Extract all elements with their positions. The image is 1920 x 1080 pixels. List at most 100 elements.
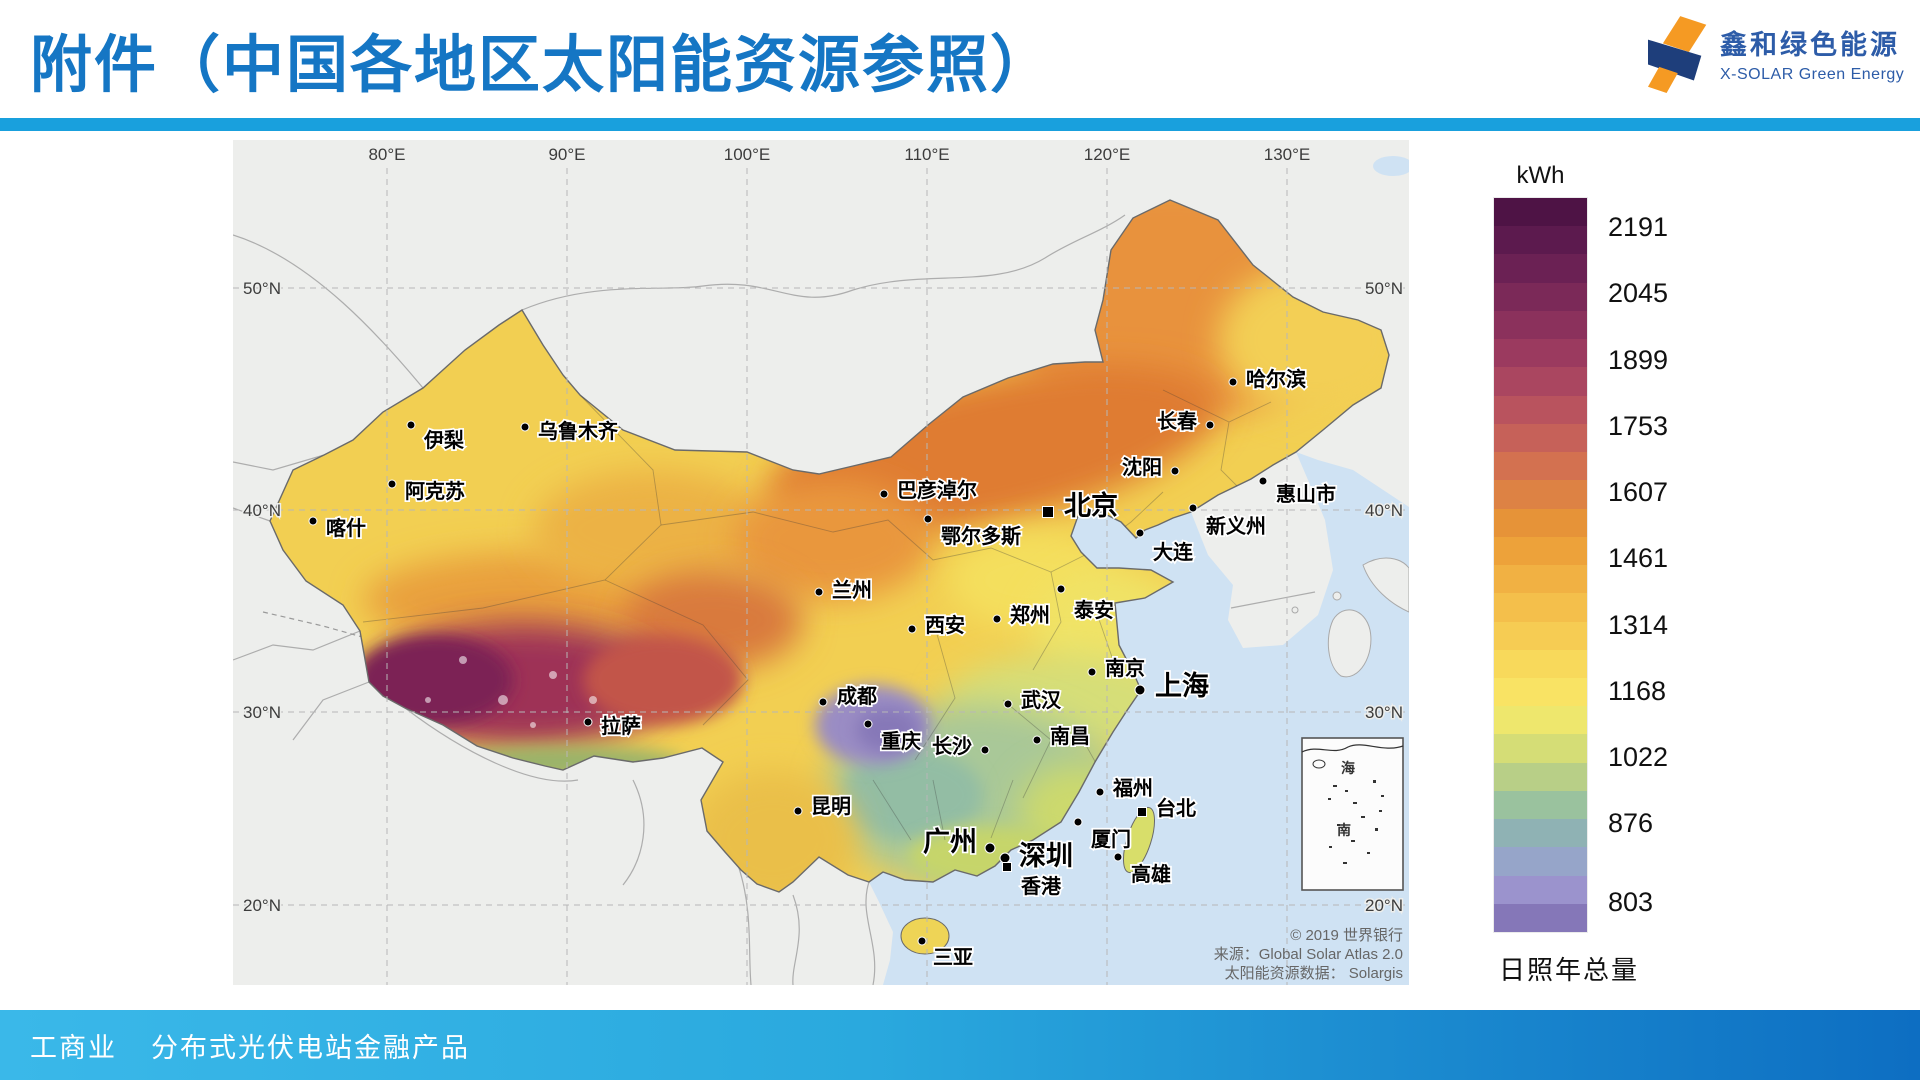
city-label-长春: 长春 bbox=[1157, 409, 1198, 433]
legend-band bbox=[1494, 875, 1587, 904]
city-label-广州: 广州 bbox=[923, 827, 977, 857]
legend-value-1461: 1461 bbox=[1608, 543, 1669, 573]
lat-label-left: 30°N bbox=[243, 703, 281, 722]
legend-color-scale bbox=[1494, 198, 1587, 933]
logo-name-cn: 鑫和绿色能源 bbox=[1720, 30, 1900, 61]
map-attribution-line: 太阳能资源数据： Solargis bbox=[1225, 965, 1403, 982]
legend-band bbox=[1494, 565, 1587, 594]
city-label-兰州: 兰州 bbox=[832, 578, 872, 602]
legend-band bbox=[1494, 734, 1587, 763]
city-label-台北: 台北 bbox=[1156, 796, 1196, 820]
city-marker-鄂尔多斯 bbox=[923, 514, 933, 524]
city-label-高雄: 高雄 bbox=[1131, 862, 1171, 886]
legend-band bbox=[1494, 367, 1587, 396]
legend-value-2191: 2191 bbox=[1608, 212, 1669, 242]
legend-band bbox=[1494, 310, 1587, 340]
south-china-sea-inset: 海南 bbox=[1301, 737, 1404, 891]
city-label-武汉: 武汉 bbox=[1021, 689, 1062, 712]
title-divider bbox=[0, 118, 1920, 131]
legend-band bbox=[1494, 819, 1587, 848]
city-marker-哈尔滨 bbox=[1228, 377, 1238, 387]
legend-band bbox=[1494, 226, 1587, 255]
city-label-新义州: 新义州 bbox=[1206, 514, 1266, 538]
company-logo: 鑫和绿色能源 X-SOLAR Green Energy bbox=[1648, 16, 1904, 98]
legend-band bbox=[1494, 790, 1587, 820]
lat-label-left: 40°N bbox=[243, 501, 281, 520]
city-label-惠山市: 惠山市 bbox=[1276, 482, 1336, 506]
city-marker-长春 bbox=[1205, 420, 1215, 430]
footer-segment-1: 工商业 bbox=[30, 1032, 117, 1063]
legend-value-1607: 1607 bbox=[1608, 477, 1669, 507]
legend-band bbox=[1494, 198, 1587, 227]
city-marker-新义州 bbox=[1188, 503, 1198, 513]
legend-band bbox=[1494, 593, 1587, 622]
lat-label-left: 50°N bbox=[243, 279, 281, 298]
city-marker-泰安 bbox=[1056, 584, 1066, 594]
city-marker-阿克苏 bbox=[387, 479, 397, 489]
city-marker-郑州 bbox=[992, 614, 1002, 624]
city-label-拉萨: 拉萨 bbox=[601, 714, 641, 738]
lat-label-right: 20°N bbox=[1365, 896, 1403, 915]
city-marker-武汉 bbox=[1003, 699, 1013, 709]
legend-band bbox=[1494, 762, 1587, 791]
city-label-重庆: 重庆 bbox=[881, 729, 921, 753]
inset-sea-label: 海 bbox=[1341, 760, 1355, 776]
city-label-伊梨: 伊梨 bbox=[423, 429, 465, 452]
legend-value-1168: 1168 bbox=[1608, 676, 1667, 706]
lat-label-right: 40°N bbox=[1365, 501, 1403, 520]
legend-value-876: 876 bbox=[1608, 808, 1654, 838]
city-marker-南昌 bbox=[1032, 735, 1042, 745]
city-label-沈阳: 沈阳 bbox=[1122, 456, 1162, 479]
logo-x-mark bbox=[1648, 16, 1707, 93]
map-attribution-line: 来源：Global Solar Atlas 2.0 bbox=[1214, 946, 1403, 963]
city-marker-长沙 bbox=[980, 745, 990, 755]
city-marker-广州 bbox=[984, 842, 996, 854]
city-marker-西安 bbox=[907, 624, 917, 634]
city-label-郑州: 郑州 bbox=[1010, 604, 1050, 627]
city-label-成都: 成都 bbox=[837, 684, 877, 708]
legend-band bbox=[1494, 508, 1587, 537]
legend-band bbox=[1494, 706, 1587, 735]
page-title: 附件（中国各地区太阳能资源参照） bbox=[30, 31, 1055, 100]
city-label-喀什: 喀什 bbox=[326, 516, 366, 540]
city-marker-香港 bbox=[1002, 862, 1012, 872]
lon-label: 120°E bbox=[1084, 145, 1131, 164]
japan-islands bbox=[1291, 557, 1409, 678]
lat-label-right: 30°N bbox=[1365, 703, 1403, 722]
city-marker-深圳 bbox=[999, 852, 1011, 864]
legend-caption: 日照年总量 bbox=[1498, 955, 1639, 985]
city-marker-台北 bbox=[1137, 807, 1147, 817]
city-marker-北京 bbox=[1042, 506, 1054, 518]
footer-bar: 工商业 分布式光伏电站金融产品 bbox=[0, 1010, 1920, 1080]
footer-segment-2: 分布式光伏电站金融产品 bbox=[151, 1032, 470, 1063]
legend-band bbox=[1494, 282, 1587, 311]
city-marker-上海 bbox=[1134, 684, 1146, 696]
city-label-深圳: 深圳 bbox=[1019, 841, 1073, 871]
china-solar-irradiance-map: 海南 80°E 90°E 100°E 110°E 120°E 130°E 50°N 50°N 4… bbox=[233, 140, 1409, 985]
city-marker-伊梨 bbox=[406, 420, 416, 430]
legend-value-1899: 1899 bbox=[1608, 345, 1669, 375]
lon-label: 130°E bbox=[1264, 145, 1311, 164]
legend-band bbox=[1494, 621, 1587, 650]
city-marker-南京 bbox=[1087, 667, 1097, 677]
city-label-上海: 上海 bbox=[1155, 671, 1209, 701]
city-marker-喀什 bbox=[308, 516, 318, 526]
legend-band bbox=[1494, 649, 1587, 678]
legend-band bbox=[1494, 423, 1587, 453]
city-marker-拉萨 bbox=[583, 717, 593, 727]
city-label-西安: 西安 bbox=[925, 613, 965, 637]
legend-band bbox=[1494, 452, 1587, 481]
city-marker-重庆 bbox=[863, 719, 873, 729]
foreign-borders bbox=[233, 214, 1316, 985]
city-label-乌鲁木齐: 乌鲁木齐 bbox=[538, 419, 619, 443]
solar-map-panel: 海南 80°E 90°E 100°E 110°E 120°E 130°E 50°N 50°N 4… bbox=[233, 140, 1409, 985]
legend-band bbox=[1494, 395, 1587, 424]
map-attribution-line: © 2019 世界银行 bbox=[1290, 927, 1403, 944]
city-label-大连: 大连 bbox=[1153, 540, 1194, 564]
city-label-长沙: 长沙 bbox=[932, 735, 972, 758]
city-label-巴彦淖尔: 巴彦淖尔 bbox=[897, 478, 977, 502]
ocean bbox=[869, 452, 1409, 985]
graticule bbox=[233, 168, 1409, 985]
taiwan-island bbox=[1122, 806, 1156, 874]
lat-label-left: 20°N bbox=[243, 896, 281, 915]
